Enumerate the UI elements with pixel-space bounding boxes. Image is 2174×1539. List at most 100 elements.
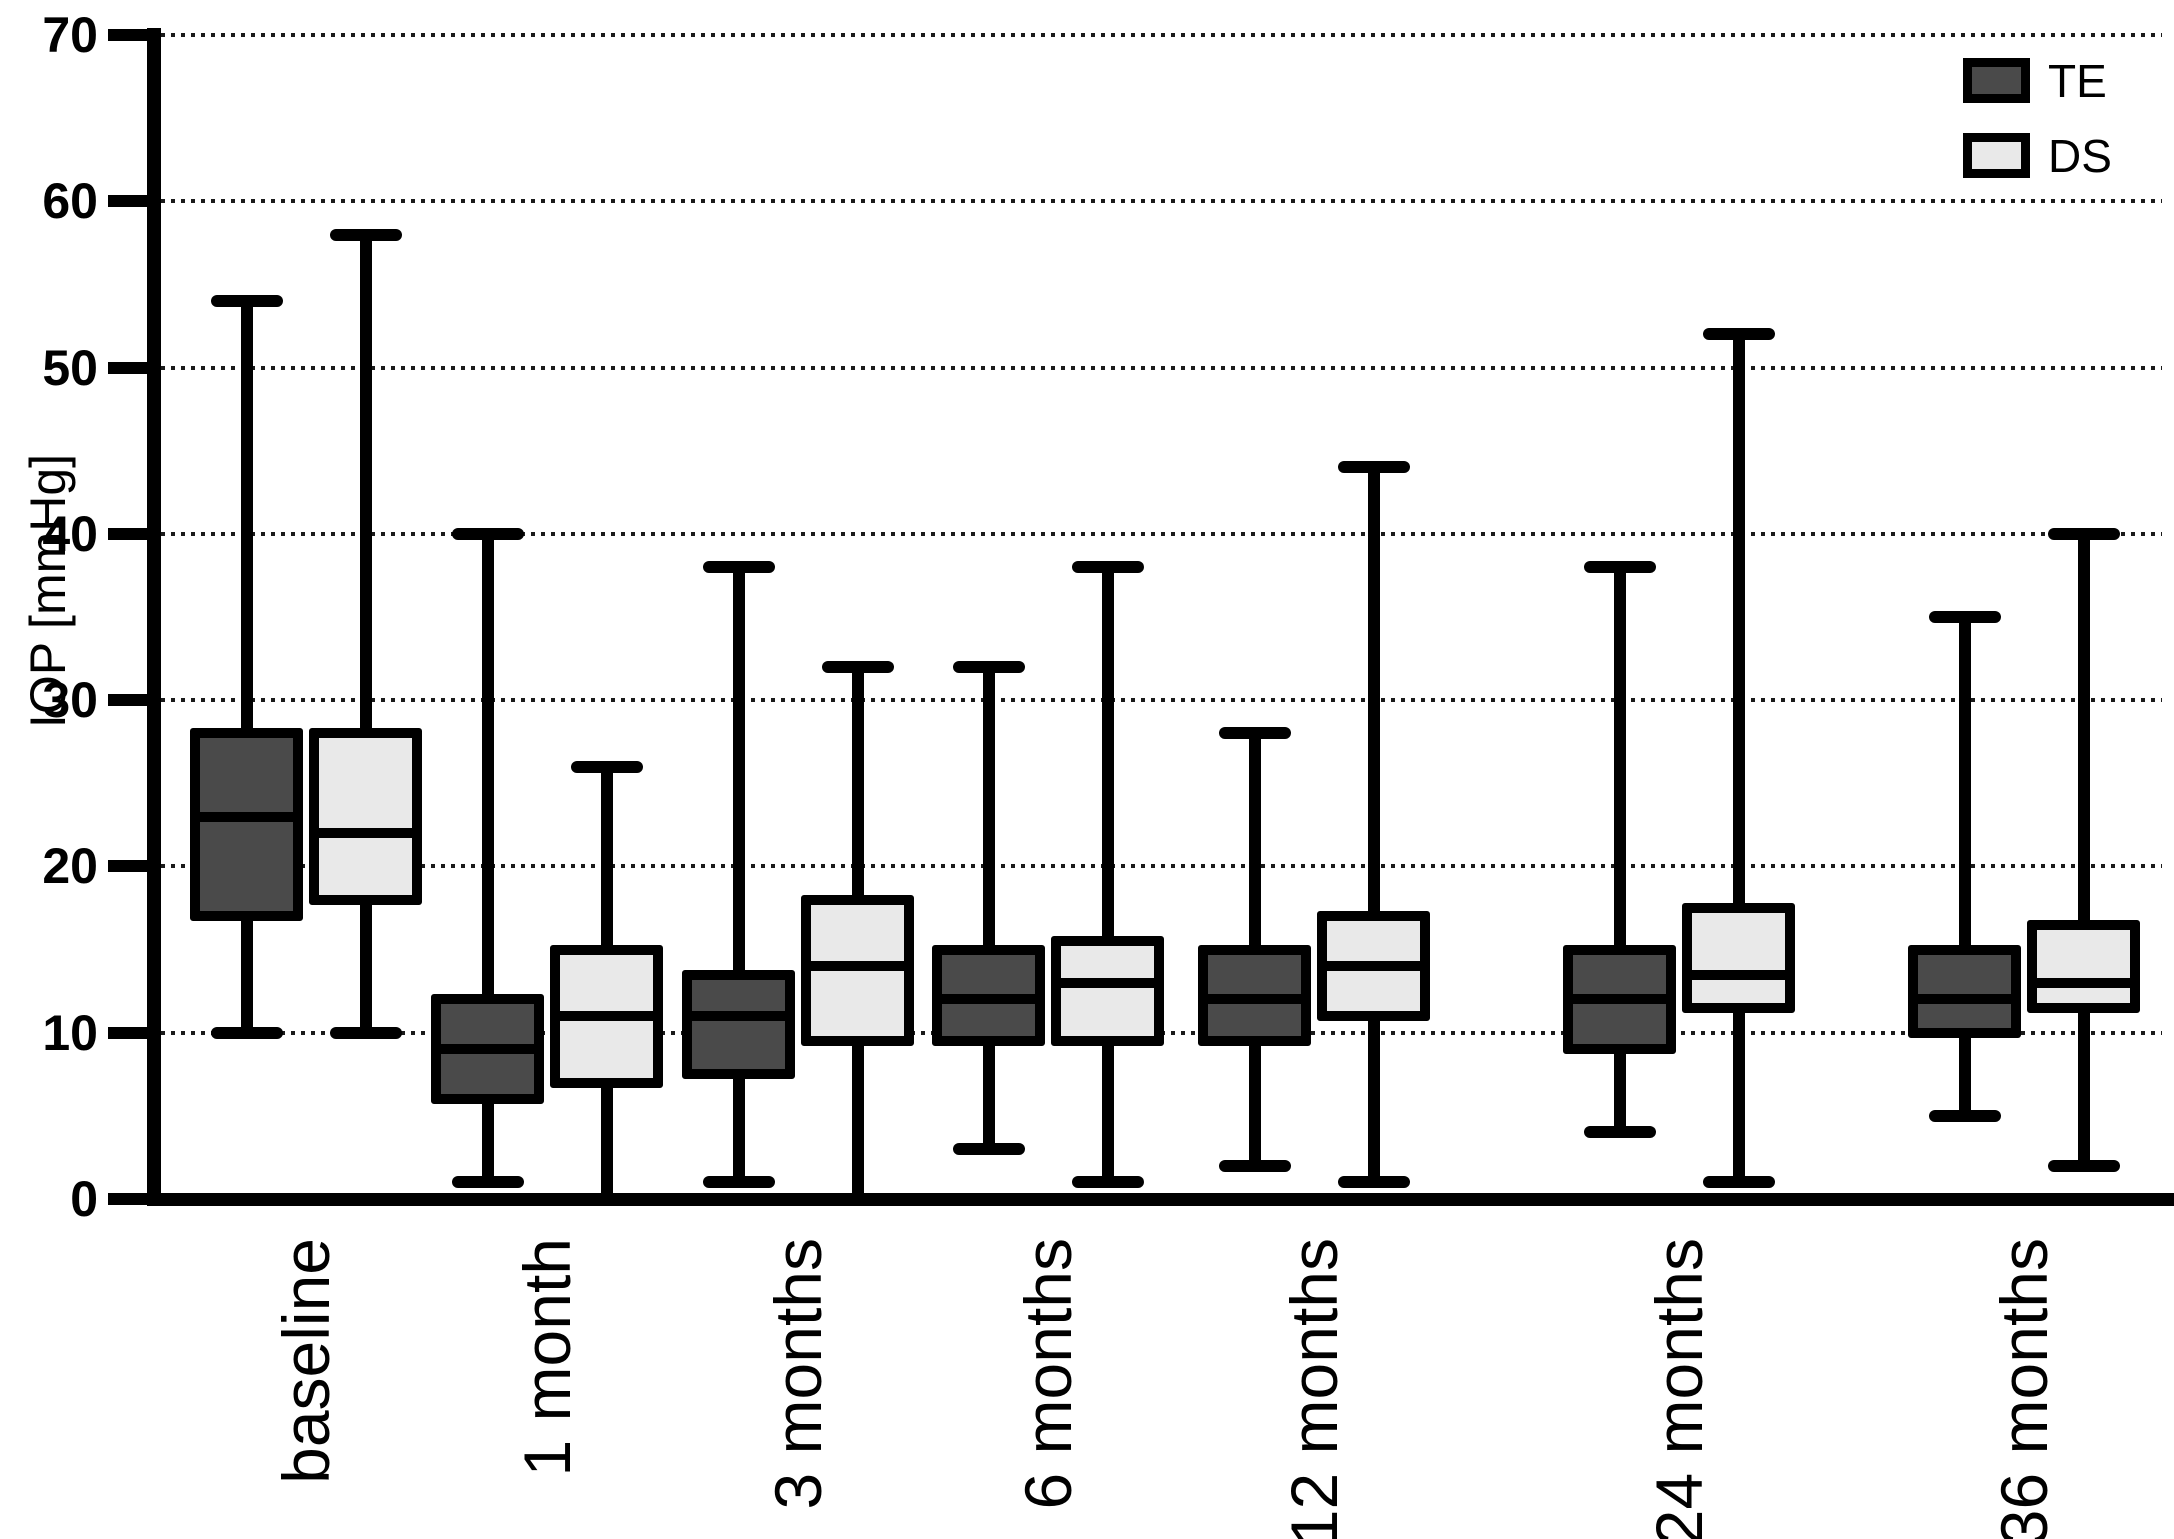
y-tick-10 [108,1026,147,1039]
ds-36-months-max-cap [2047,527,2120,540]
ds-36-months-lower-whisker [2077,1007,2090,1166]
y-tick-label-10: 10 [42,1004,98,1061]
y-tick-50 [108,361,147,374]
gridline-40 [161,531,2162,536]
x-category-label-1-month: 1 month [510,1238,584,1477]
te-24-months-median [1563,994,1676,1005]
ds-24-months-box [1682,902,1795,1013]
te-baseline-lower-whisker [240,916,253,1033]
ds-3-months-max-cap [821,660,894,673]
ds-12-months-upper-whisker [1367,467,1380,917]
ds-36-months-median [2027,977,2140,988]
y-tick-label-0: 0 [70,1171,98,1227]
ds-1-month-lower-whisker [600,1082,613,1199]
te-12-months-min-cap [1218,1159,1291,1172]
ds-6-months-upper-whisker [1101,567,1114,942]
ds-24-months-lower-whisker [1732,1007,1745,1183]
te-3-months-min-cap [702,1176,775,1189]
te-36-months-upper-whisker [1958,616,1971,950]
x-category-label-6-months: 6 months [1011,1238,1085,1510]
x-category-label-baseline: baseline [269,1238,343,1484]
y-tick-30 [108,694,147,707]
te-6-months-lower-whisker [982,1041,995,1150]
y-tick-60 [108,195,147,208]
ds-6-months-lower-whisker [1101,1041,1114,1183]
te-3-months-median [682,1011,795,1022]
y-tick-label-50: 50 [42,339,98,396]
ds-baseline-upper-whisker [359,234,372,734]
y-tick-label-20: 20 [42,838,98,895]
te-24-months-lower-whisker [1613,1049,1626,1133]
ds-24-months-upper-whisker [1732,334,1745,908]
ds-baseline-max-cap [329,228,402,241]
ds-3-months-lower-whisker [851,1041,864,1199]
gridline-20 [161,864,2162,869]
ds-baseline-median [309,828,422,839]
te-12-months-lower-whisker [1248,1041,1261,1166]
te-1-month-upper-whisker [481,533,494,1000]
te-12-months-max-cap [1218,727,1291,740]
te-36-months-min-cap [1928,1109,2001,1122]
ds-12-months-median [1317,961,1430,972]
legend-swatch-ds [1963,133,2030,178]
ds-6-months-max-cap [1071,561,1144,574]
ds-36-months-min-cap [2047,1159,2120,1172]
y-tick-label-30: 30 [42,672,98,729]
ds-3-months-upper-whisker [851,666,864,900]
y-tick-20 [108,860,147,873]
te-24-months-upper-whisker [1613,567,1626,950]
legend-label-ds: DS [2048,130,2112,182]
y-tick-0 [108,1193,147,1205]
ds-6-months-median [1051,977,1164,988]
ds-baseline-lower-whisker [359,899,372,1033]
ds-baseline-min-cap [329,1026,402,1039]
te-baseline-min-cap [210,1026,283,1039]
te-36-months-median [1908,994,2021,1005]
te-24-months-min-cap [1583,1126,1656,1139]
ds-1-month-max-cap [570,760,643,773]
ds-1-month-median [550,1011,663,1022]
ds-36-months-box [2027,919,2140,1013]
ds-36-months-upper-whisker [2077,533,2090,925]
te-6-months-min-cap [952,1143,1025,1156]
te-6-months-upper-whisker [982,666,995,950]
ds-12-months-min-cap [1337,1176,1410,1189]
x-axis-spine [147,1193,2174,1206]
ds-24-months-min-cap [1702,1176,1775,1189]
x-category-label-24-months: 24 months [1642,1238,1716,1539]
y-tick-70 [108,28,147,41]
y-tick-label-40: 40 [42,505,98,562]
ds-6-months-min-cap [1071,1176,1144,1189]
ds-6-months-box [1051,936,1164,1047]
te-36-months-box [1908,944,2021,1038]
te-baseline-max-cap [210,295,283,308]
legend-swatch-te [1963,58,2030,103]
gridline-30 [161,698,2162,703]
te-12-months-upper-whisker [1248,733,1261,950]
y-tick-label-70: 70 [42,6,98,63]
te-3-months-max-cap [702,561,775,574]
te-3-months-upper-whisker [732,567,745,975]
y-tick-40 [108,527,147,540]
y-tick-label-60: 60 [42,173,98,230]
y-axis-spine [147,28,161,1206]
te-baseline-median [190,811,303,822]
ds-12-months-lower-whisker [1367,1016,1380,1183]
ds-24-months-max-cap [1702,328,1775,341]
te-24-months-max-cap [1583,561,1656,574]
te-6-months-max-cap [952,660,1025,673]
te-baseline-box [190,728,303,922]
te-3-months-lower-whisker [732,1074,745,1183]
ds-baseline-box [309,728,422,905]
te-12-months-median [1198,994,1311,1005]
x-category-label-3-months: 3 months [761,1238,835,1510]
te-6-months-median [932,994,1045,1005]
ds-3-months-median [801,961,914,972]
te-1-month-max-cap [451,527,524,540]
te-3-months-box [682,969,795,1080]
ds-1-month-upper-whisker [600,766,613,950]
ds-12-months-max-cap [1337,461,1410,474]
x-category-label-12-months: 12 months [1277,1238,1351,1539]
x-category-label-36-months: 36 months [1987,1238,2061,1539]
te-36-months-lower-whisker [1958,1032,1971,1116]
